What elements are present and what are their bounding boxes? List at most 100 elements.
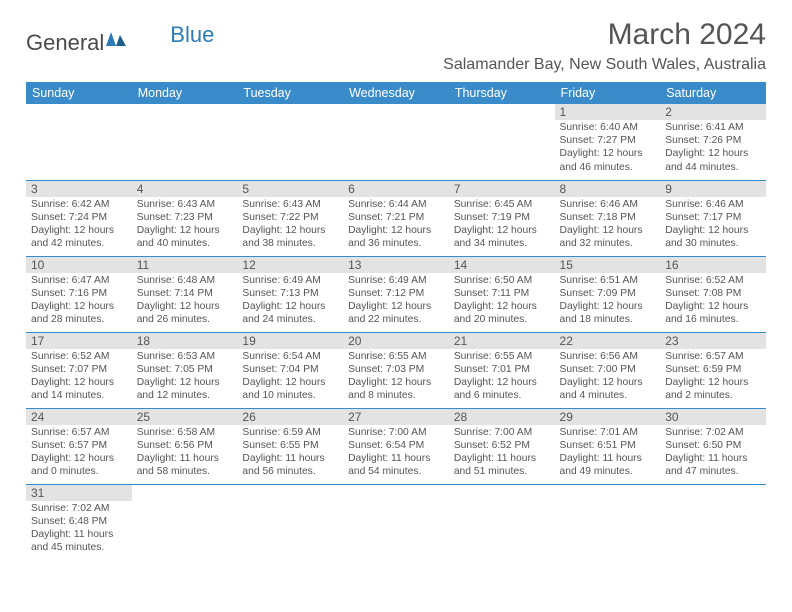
- calendar-cell-empty: [26, 104, 132, 180]
- calendar-cell: 9Sunrise: 6:46 AMSunset: 7:17 PMDaylight…: [660, 180, 766, 256]
- day-number: 25: [132, 409, 238, 425]
- calendar-cell: 29Sunrise: 7:01 AMSunset: 6:51 PMDayligh…: [555, 408, 661, 484]
- day-details: Sunrise: 6:46 AMSunset: 7:17 PMDaylight:…: [660, 197, 766, 253]
- calendar-cell-empty: [132, 104, 238, 180]
- header: General Blue March 2024 Salamander Bay, …: [26, 18, 766, 80]
- location: Salamander Bay, New South Wales, Austral…: [443, 56, 766, 74]
- day-details: Sunrise: 6:59 AMSunset: 6:55 PMDaylight:…: [237, 425, 343, 481]
- calendar-cell: 1Sunrise: 6:40 AMSunset: 7:27 PMDaylight…: [555, 104, 661, 180]
- calendar-cell-empty: [449, 104, 555, 180]
- calendar-cell: 8Sunrise: 6:46 AMSunset: 7:18 PMDaylight…: [555, 180, 661, 256]
- day-details: Sunrise: 6:50 AMSunset: 7:11 PMDaylight:…: [449, 273, 555, 329]
- calendar-cell: 14Sunrise: 6:50 AMSunset: 7:11 PMDayligh…: [449, 256, 555, 332]
- day-number: 12: [237, 257, 343, 273]
- day-number: 27: [343, 409, 449, 425]
- day-number: 11: [132, 257, 238, 273]
- calendar-cell: 30Sunrise: 7:02 AMSunset: 6:50 PMDayligh…: [660, 408, 766, 484]
- day-number: 7: [449, 181, 555, 197]
- calendar-cell-empty: [660, 484, 766, 560]
- day-details: Sunrise: 6:52 AMSunset: 7:08 PMDaylight:…: [660, 273, 766, 329]
- calendar-cell: 6Sunrise: 6:44 AMSunset: 7:21 PMDaylight…: [343, 180, 449, 256]
- calendar-row: 24Sunrise: 6:57 AMSunset: 6:57 PMDayligh…: [26, 408, 766, 484]
- day-number: 4: [132, 181, 238, 197]
- day-number: 30: [660, 409, 766, 425]
- day-number: 26: [237, 409, 343, 425]
- calendar-cell: 20Sunrise: 6:55 AMSunset: 7:03 PMDayligh…: [343, 332, 449, 408]
- day-number: 8: [555, 181, 661, 197]
- day-details: Sunrise: 6:55 AMSunset: 7:03 PMDaylight:…: [343, 349, 449, 405]
- calendar-row: 31Sunrise: 7:02 AMSunset: 6:48 PMDayligh…: [26, 484, 766, 560]
- day-number: 13: [343, 257, 449, 273]
- day-number: 6: [343, 181, 449, 197]
- calendar-cell: 10Sunrise: 6:47 AMSunset: 7:16 PMDayligh…: [26, 256, 132, 332]
- calendar-cell: 5Sunrise: 6:43 AMSunset: 7:22 PMDaylight…: [237, 180, 343, 256]
- day-number: 15: [555, 257, 661, 273]
- day-header: Thursday: [449, 82, 555, 104]
- logo: General Blue: [26, 30, 214, 56]
- month-title: March 2024: [443, 18, 766, 52]
- calendar-cell: 22Sunrise: 6:56 AMSunset: 7:00 PMDayligh…: [555, 332, 661, 408]
- day-number: 14: [449, 257, 555, 273]
- day-details: Sunrise: 6:45 AMSunset: 7:19 PMDaylight:…: [449, 197, 555, 253]
- day-details: Sunrise: 6:55 AMSunset: 7:01 PMDaylight:…: [449, 349, 555, 405]
- day-header: Sunday: [26, 82, 132, 104]
- calendar-cell: 24Sunrise: 6:57 AMSunset: 6:57 PMDayligh…: [26, 408, 132, 484]
- day-details: Sunrise: 6:56 AMSunset: 7:00 PMDaylight:…: [555, 349, 661, 405]
- day-details: Sunrise: 6:43 AMSunset: 7:23 PMDaylight:…: [132, 197, 238, 253]
- calendar-cell: 12Sunrise: 6:49 AMSunset: 7:13 PMDayligh…: [237, 256, 343, 332]
- day-number: 28: [449, 409, 555, 425]
- day-details: Sunrise: 6:53 AMSunset: 7:05 PMDaylight:…: [132, 349, 238, 405]
- day-details: Sunrise: 6:51 AMSunset: 7:09 PMDaylight:…: [555, 273, 661, 329]
- calendar-row: 10Sunrise: 6:47 AMSunset: 7:16 PMDayligh…: [26, 256, 766, 332]
- day-number: 19: [237, 333, 343, 349]
- calendar-cell: 11Sunrise: 6:48 AMSunset: 7:14 PMDayligh…: [132, 256, 238, 332]
- day-number: 16: [660, 257, 766, 273]
- day-details: Sunrise: 6:41 AMSunset: 7:26 PMDaylight:…: [660, 120, 766, 176]
- day-details: Sunrise: 6:44 AMSunset: 7:21 PMDaylight:…: [343, 197, 449, 253]
- calendar-cell: 7Sunrise: 6:45 AMSunset: 7:19 PMDaylight…: [449, 180, 555, 256]
- day-number: 3: [26, 181, 132, 197]
- calendar-cell-empty: [132, 484, 238, 560]
- day-header: Monday: [132, 82, 238, 104]
- calendar-row: 1Sunrise: 6:40 AMSunset: 7:27 PMDaylight…: [26, 104, 766, 180]
- calendar-cell-empty: [237, 104, 343, 180]
- day-number: 1: [555, 104, 661, 120]
- day-number: 23: [660, 333, 766, 349]
- calendar-cell: 16Sunrise: 6:52 AMSunset: 7:08 PMDayligh…: [660, 256, 766, 332]
- title-block: March 2024 Salamander Bay, New South Wal…: [443, 18, 766, 80]
- day-details: Sunrise: 6:49 AMSunset: 7:13 PMDaylight:…: [237, 273, 343, 329]
- day-details: Sunrise: 6:49 AMSunset: 7:12 PMDaylight:…: [343, 273, 449, 329]
- day-details: Sunrise: 6:57 AMSunset: 6:57 PMDaylight:…: [26, 425, 132, 481]
- logo-text-general: General: [26, 30, 104, 56]
- day-number: 31: [26, 485, 132, 501]
- day-header: Wednesday: [343, 82, 449, 104]
- calendar-row: 17Sunrise: 6:52 AMSunset: 7:07 PMDayligh…: [26, 332, 766, 408]
- calendar-cell: 31Sunrise: 7:02 AMSunset: 6:48 PMDayligh…: [26, 484, 132, 560]
- calendar-cell: 25Sunrise: 6:58 AMSunset: 6:56 PMDayligh…: [132, 408, 238, 484]
- calendar-cell: 4Sunrise: 6:43 AMSunset: 7:23 PMDaylight…: [132, 180, 238, 256]
- day-details: Sunrise: 7:00 AMSunset: 6:52 PMDaylight:…: [449, 425, 555, 481]
- calendar-cell: 23Sunrise: 6:57 AMSunset: 6:59 PMDayligh…: [660, 332, 766, 408]
- day-details: Sunrise: 6:46 AMSunset: 7:18 PMDaylight:…: [555, 197, 661, 253]
- day-details: Sunrise: 7:02 AMSunset: 6:50 PMDaylight:…: [660, 425, 766, 481]
- day-details: Sunrise: 6:52 AMSunset: 7:07 PMDaylight:…: [26, 349, 132, 405]
- day-header: Tuesday: [237, 82, 343, 104]
- day-number: 17: [26, 333, 132, 349]
- day-details: Sunrise: 6:40 AMSunset: 7:27 PMDaylight:…: [555, 120, 661, 176]
- day-number: 22: [555, 333, 661, 349]
- day-number: 24: [26, 409, 132, 425]
- day-header: Friday: [555, 82, 661, 104]
- day-number: 21: [449, 333, 555, 349]
- calendar-cell: 17Sunrise: 6:52 AMSunset: 7:07 PMDayligh…: [26, 332, 132, 408]
- day-details: Sunrise: 7:00 AMSunset: 6:54 PMDaylight:…: [343, 425, 449, 481]
- day-number: 18: [132, 333, 238, 349]
- calendar-cell: 13Sunrise: 6:49 AMSunset: 7:12 PMDayligh…: [343, 256, 449, 332]
- day-number: 29: [555, 409, 661, 425]
- day-details: Sunrise: 6:47 AMSunset: 7:16 PMDaylight:…: [26, 273, 132, 329]
- calendar-table: SundayMondayTuesdayWednesdayThursdayFrid…: [26, 82, 766, 560]
- day-details: Sunrise: 6:57 AMSunset: 6:59 PMDaylight:…: [660, 349, 766, 405]
- day-number: 10: [26, 257, 132, 273]
- day-number: 5: [237, 181, 343, 197]
- calendar-row: 3Sunrise: 6:42 AMSunset: 7:24 PMDaylight…: [26, 180, 766, 256]
- logo-text-blue: Blue: [170, 22, 214, 48]
